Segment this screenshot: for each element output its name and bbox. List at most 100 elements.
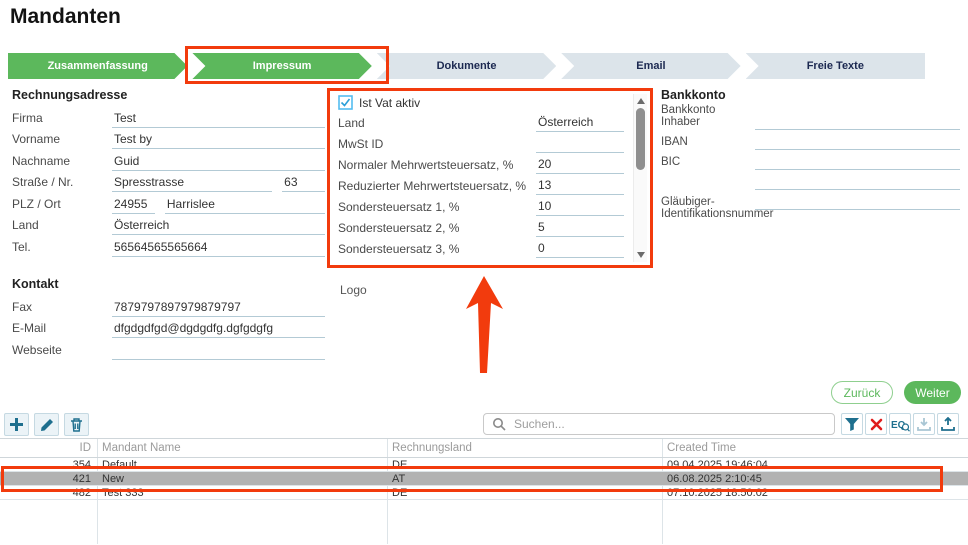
table-row-selected[interactable]: 421 New AT 06.08.2025 2:10:45 (0, 472, 968, 486)
eq-search-icon: EQ (891, 420, 910, 432)
tab-freie-texte[interactable]: Freie Texte (745, 53, 926, 79)
delete-button[interactable] (64, 413, 89, 436)
field-row-glaeubiger-id: Gläubiger-Identifikationsnummer (661, 190, 960, 220)
zurueck-button[interactable]: Zurück (831, 381, 893, 404)
field-row-plz-ort: PLZ / Ort (12, 192, 325, 214)
field-label: PLZ / Ort (12, 196, 61, 211)
bic-input[interactable] (755, 153, 960, 170)
scroll-down-icon[interactable] (636, 252, 645, 258)
vat-field-row: Sondersteuersatz 2, % (338, 216, 650, 237)
wizard-tabbar: Zusammenfassung Impressum Dokumente Emai… (8, 53, 926, 79)
table-row[interactable]: 354 Default DE 09.04.2025 19:46:04 (0, 458, 968, 472)
trash-icon (71, 417, 82, 432)
firma-input[interactable] (112, 110, 325, 128)
table-row[interactable]: 482 Test 333 DE 07.10.2025 18:50:02 (0, 486, 968, 500)
hausnummer-input[interactable] (282, 175, 325, 192)
vat-scrollbar[interactable] (633, 94, 647, 262)
cell-land: DE (392, 486, 408, 499)
field-row-firma: Firma (12, 106, 325, 128)
land-input[interactable] (112, 218, 325, 235)
tel-input[interactable] (112, 239, 325, 257)
field-label: MwSt ID (338, 137, 384, 151)
bankkonto-section: Bankkonto Bankkonto Inhaber IBAN BIC Glä… (661, 88, 960, 220)
vat-field-row: Land (338, 111, 650, 132)
vorname-input[interactable] (112, 132, 325, 149)
rechnungsadresse-section: Rechnungsadresse Firma Vorname Nachname … (12, 88, 325, 257)
col-header-created[interactable]: Created Time (667, 442, 737, 454)
ort-input[interactable] (164, 196, 325, 214)
vat-active-row: Ist Vat aktiv (338, 94, 650, 111)
field-label: Bankkonto Inhaber (661, 104, 716, 128)
vat-active-checkbox[interactable] (338, 95, 353, 110)
filter-button[interactable] (841, 413, 863, 435)
field-label: BIC (661, 156, 681, 168)
import-button[interactable] (913, 413, 935, 435)
bankkonto-inhaber-input[interactable] (755, 113, 960, 130)
kontakt-section: Kontakt Fax E-Mail Webseite (12, 277, 325, 360)
vat-land-input[interactable] (536, 115, 624, 132)
download-icon (917, 418, 931, 431)
tab-impressum[interactable]: Impressum (192, 53, 371, 79)
vat-field-row: Normaler Mehrwertsteuersatz, % (338, 153, 650, 174)
scroll-up-icon[interactable] (636, 98, 645, 104)
field-row-webseite: Webseite (12, 338, 325, 360)
email-input[interactable] (112, 321, 325, 338)
field-row-fax: Fax (12, 295, 325, 317)
glaeubiger-id-input[interactable] (755, 193, 960, 210)
tab-label: Freie Texte (806, 60, 864, 72)
tab-email[interactable]: Email (561, 53, 740, 79)
sondersteuersatz2-input[interactable] (536, 220, 624, 237)
field-label: Sondersteuersatz 3, % (338, 242, 460, 256)
field-label (661, 188, 755, 190)
tab-label: Zusammenfassung (47, 60, 148, 72)
mwst-id-input[interactable] (536, 136, 624, 153)
field-row-iban: IBAN (661, 130, 960, 150)
field-row-bic: BIC (661, 150, 960, 170)
search-icon (493, 418, 506, 431)
plz-input[interactable] (112, 196, 155, 214)
vat-field-row: Sondersteuersatz 3, % (338, 237, 650, 258)
fax-input[interactable] (112, 299, 325, 317)
reduzierter-steuersatz-input[interactable] (536, 178, 624, 195)
vat-field-row: MwSt ID (338, 132, 650, 153)
normaler-steuersatz-input[interactable] (536, 157, 624, 174)
tab-label: Impressum (252, 60, 312, 72)
col-header-id[interactable]: ID (79, 442, 92, 454)
column-search-button[interactable]: EQ (889, 413, 911, 435)
field-label: Firma (12, 110, 43, 125)
sondersteuersatz1-input[interactable] (536, 199, 624, 216)
scrollbar-thumb[interactable] (636, 108, 645, 170)
sondersteuersatz3-input[interactable] (536, 241, 624, 258)
tab-label: Dokumente (436, 60, 497, 72)
strasse-input[interactable] (112, 175, 273, 192)
edit-button[interactable] (34, 413, 59, 436)
page-title: Mandanten (10, 5, 121, 28)
field-label: Fax (12, 299, 33, 314)
tab-dokumente[interactable]: Dokumente (377, 53, 556, 79)
webseite-input[interactable] (112, 342, 325, 360)
filter-icon (845, 417, 859, 431)
export-button[interactable] (937, 413, 959, 435)
svg-text:EQ: EQ (891, 420, 906, 431)
unlabeled-input[interactable] (755, 173, 960, 190)
search-input[interactable] (512, 416, 826, 432)
section-title: Bankkonto (661, 88, 726, 102)
weiter-button[interactable]: Weiter (904, 381, 961, 404)
field-label: Reduzierter Mehrwertsteuersatz, % (338, 179, 527, 193)
cell-land: AT (392, 472, 406, 485)
vat-settings-panel: Ist Vat aktiv Land MwSt ID Normaler Mehr… (327, 88, 653, 268)
clear-filter-icon (870, 418, 882, 430)
col-header-land[interactable]: Rechnungsland (392, 442, 472, 454)
upload-icon (941, 417, 955, 431)
add-button[interactable] (4, 413, 29, 436)
vat-field-row: Reduzierter Mehrwertsteuersatz, % (338, 174, 650, 195)
clear-filter-button[interactable] (865, 413, 887, 435)
nachname-input[interactable] (112, 153, 325, 171)
pencil-icon (40, 418, 53, 431)
iban-input[interactable] (755, 133, 960, 150)
tab-zusammenfassung[interactable]: Zusammenfassung (8, 53, 187, 79)
cell-id: 421 (72, 472, 91, 485)
col-header-name[interactable]: Mandant Name (102, 442, 181, 454)
field-row-bankkonto-inhaber: Bankkonto Inhaber (661, 104, 960, 130)
